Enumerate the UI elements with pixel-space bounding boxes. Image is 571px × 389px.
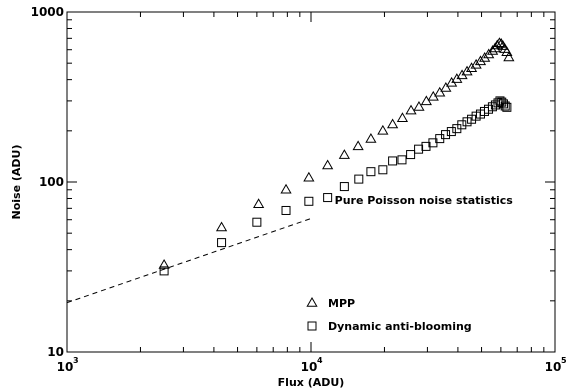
y-tick-label: 10 xyxy=(47,345,64,359)
mpp-point xyxy=(483,48,495,59)
x-tick-exponent: 4 xyxy=(317,356,323,365)
y-axis-title: Noise (ADU) xyxy=(10,144,23,219)
mpp-point xyxy=(474,55,487,66)
dynamic-anti-blooming-point xyxy=(502,102,512,112)
x-axis-title: Flux (ADU) xyxy=(278,376,345,389)
mpp-point xyxy=(303,171,315,182)
mpp-point xyxy=(479,52,491,62)
poisson-noise-line xyxy=(66,218,312,304)
x-tick-exponent: 5 xyxy=(561,356,567,365)
legend: MPP Dynamic anti-blooming xyxy=(306,296,472,333)
mpp-point xyxy=(405,104,417,115)
dynamic-anti-blooming-point xyxy=(252,217,262,227)
y-tick-label: 1000 xyxy=(31,5,64,19)
dynamic-anti-blooming-point xyxy=(217,238,227,248)
dynamic-anti-blooming-point xyxy=(159,266,169,276)
dynamic-anti-blooming-point xyxy=(281,205,291,215)
mpp-point xyxy=(503,51,515,62)
dynamic-anti-blooming-point xyxy=(339,182,349,192)
dynamic-anti-blooming-point xyxy=(323,193,333,203)
dynamic-anti-blooming-point xyxy=(462,117,472,127)
plot-frame xyxy=(66,11,556,353)
mpp-point xyxy=(465,62,478,72)
mpp-point xyxy=(413,101,425,111)
mpp-point xyxy=(253,198,265,208)
x-tick-label: 10 xyxy=(57,360,74,374)
mpp-point xyxy=(322,159,334,170)
legend-marker-dynamic-anti-blooming xyxy=(307,321,317,331)
dynamic-anti-blooming-point xyxy=(304,196,314,206)
dynamic-anti-blooming-point xyxy=(354,174,364,184)
mpp-point xyxy=(486,44,499,55)
dynamic-anti-blooming-point xyxy=(457,120,467,130)
y-tick-label: 100 xyxy=(39,175,64,189)
x-tick-exponent: 3 xyxy=(73,356,79,365)
chart-marks xyxy=(158,37,515,276)
mpp-point xyxy=(470,58,482,69)
dynamic-anti-blooming-point xyxy=(406,150,416,160)
legend-marker-mpp xyxy=(306,296,318,307)
mpp-point xyxy=(461,65,473,76)
dynamic-anti-blooming-point xyxy=(446,127,456,137)
dynamic-anti-blooming-point xyxy=(378,165,388,175)
dynamic-anti-blooming-point xyxy=(397,155,407,165)
legend-label-dynamic-anti-blooming: Dynamic anti-blooming xyxy=(328,320,472,333)
poisson-annotation: Pure Poisson noise statistics xyxy=(335,194,514,207)
mpp-point xyxy=(365,133,377,143)
dynamic-anti-blooming-point xyxy=(388,156,398,166)
mpp-point xyxy=(377,124,389,135)
x-tick-label: 10 xyxy=(545,360,562,374)
mpp-point xyxy=(386,118,399,129)
legend-label-mpp: MPP xyxy=(328,297,355,310)
dynamic-anti-blooming-point xyxy=(500,101,510,111)
mpp-point xyxy=(158,258,170,269)
mpp-point xyxy=(396,112,409,123)
x-tick-label: 10 xyxy=(301,360,318,374)
dynamic-anti-blooming-point xyxy=(414,144,424,154)
mpp-point xyxy=(434,86,446,97)
dynamic-anti-blooming-point xyxy=(366,167,376,177)
mpp-point xyxy=(280,183,292,194)
mpp-point xyxy=(215,221,228,232)
mpp-point xyxy=(352,140,364,151)
dynamic-anti-blooming-point xyxy=(498,99,508,109)
mpp-point xyxy=(338,149,350,159)
mpp-point xyxy=(440,82,452,92)
dynamic-anti-blooming-point xyxy=(467,114,477,124)
mpp-point xyxy=(491,39,503,50)
dynamic-anti-blooming-point xyxy=(441,130,451,140)
